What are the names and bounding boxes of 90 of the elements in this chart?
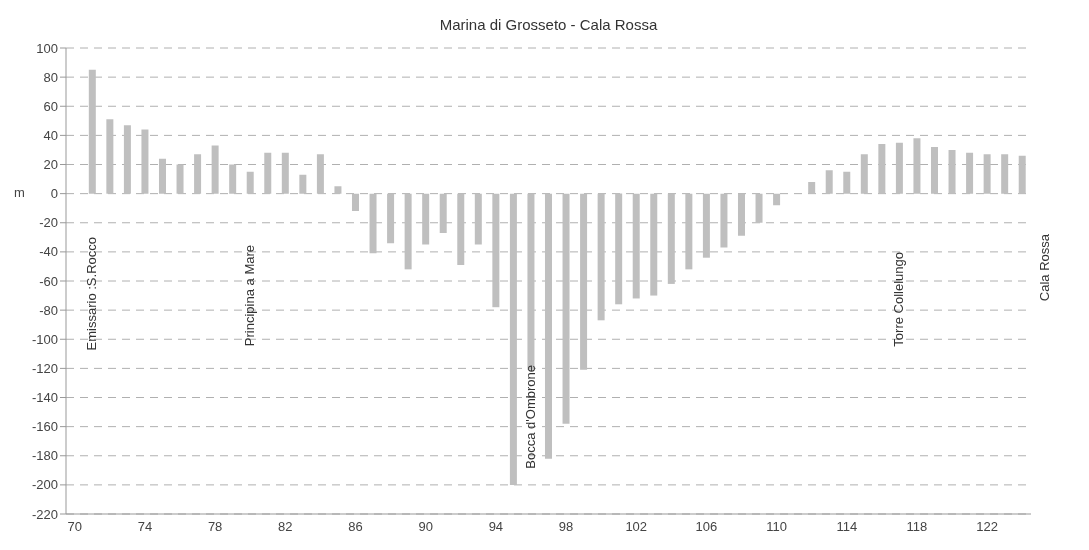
x-tick-label: 114 <box>836 519 858 535</box>
bar <box>650 193 658 296</box>
bar <box>930 147 938 194</box>
bar <box>387 193 395 244</box>
y-axis-title: m <box>14 184 25 200</box>
y-tick-label: 20 <box>43 157 58 173</box>
bar <box>246 171 254 194</box>
y-tick-label: -140 <box>31 390 58 406</box>
text: Cala Rossa <box>1036 234 1054 302</box>
bar <box>422 193 430 245</box>
bar <box>264 152 272 194</box>
y-tick-label: -200 <box>31 477 58 493</box>
y-tick-label: -60 <box>39 273 58 289</box>
x-tick-label: 94 <box>488 519 504 535</box>
bar <box>88 69 96 194</box>
bar <box>702 193 710 258</box>
bar <box>281 152 289 194</box>
bar <box>404 193 412 270</box>
y-tick-label: -40 <box>39 244 58 260</box>
annotation: Principina a Mare <box>241 244 259 346</box>
bar <box>667 193 675 284</box>
bar <box>720 193 728 248</box>
bar <box>492 193 500 308</box>
bar <box>457 193 465 265</box>
bar <box>966 152 974 194</box>
bar <box>334 186 342 194</box>
y-tick-label: 0 <box>50 186 58 202</box>
y-tick-label: -120 <box>31 360 58 376</box>
y-tick-label: 80 <box>43 69 58 85</box>
bar <box>808 181 816 194</box>
bar <box>474 193 482 245</box>
bar <box>158 158 166 194</box>
x-tick-label: 110 <box>766 519 787 535</box>
y-tick-label: -180 <box>31 448 58 464</box>
bar <box>544 193 552 459</box>
annotation: Emissario :S.Rocco <box>83 237 101 351</box>
y-tick-label: -80 <box>39 302 58 318</box>
bar <box>825 170 833 194</box>
bar <box>843 171 851 194</box>
x-tick-label: 90 <box>418 519 433 535</box>
x-tick-label: 82 <box>278 519 293 535</box>
y-tick-label: -20 <box>39 215 58 231</box>
bar <box>983 154 991 194</box>
bar <box>211 145 219 194</box>
y-tick-label: -100 <box>31 331 58 347</box>
x-tick-label: 78 <box>207 519 223 535</box>
bar <box>632 193 640 299</box>
bar <box>1018 155 1026 194</box>
bar <box>562 193 570 424</box>
x-tick-label: 70 <box>67 519 83 535</box>
annotation: Torre Collelungo <box>890 251 908 347</box>
y-tick-label: 100 <box>36 40 58 56</box>
bar <box>316 154 324 194</box>
bar <box>229 164 237 194</box>
bar <box>194 154 202 194</box>
chart-title: Marina di Grosseto - Cala Rossa <box>438 16 659 33</box>
bar <box>176 164 184 194</box>
bar <box>685 193 693 270</box>
bar <box>878 144 886 194</box>
x-tick-label: 122 <box>976 519 998 535</box>
bar <box>1001 154 1009 194</box>
y-tick-label: -220 <box>31 506 58 522</box>
bar <box>913 138 921 194</box>
bar <box>106 119 114 194</box>
bar <box>597 193 605 321</box>
bar <box>615 193 623 305</box>
bar <box>439 193 447 233</box>
x-tick-label: 74 <box>137 519 153 535</box>
bar <box>123 125 131 194</box>
bar <box>299 174 307 194</box>
annotation: Bocca d'Ombrone <box>521 365 539 470</box>
y-tick-label: 60 <box>43 98 58 114</box>
bar <box>141 129 149 194</box>
bar <box>369 193 377 254</box>
bar <box>948 149 956 194</box>
x-tick-label: 102 <box>625 519 648 535</box>
bar <box>755 193 763 223</box>
bar <box>895 142 903 194</box>
x-tick-label: 86 <box>348 519 363 535</box>
y-tick-label: -160 <box>31 419 58 435</box>
y-tick-label: 40 <box>43 127 58 143</box>
x-tick-label: 98 <box>558 519 574 535</box>
bar <box>773 193 781 206</box>
bar <box>860 154 868 194</box>
bar <box>509 193 517 485</box>
x-tick-label: 118 <box>906 519 928 535</box>
bar <box>580 193 588 370</box>
x-tick-label: 106 <box>695 519 718 535</box>
bar <box>737 193 745 236</box>
bar <box>351 193 359 212</box>
